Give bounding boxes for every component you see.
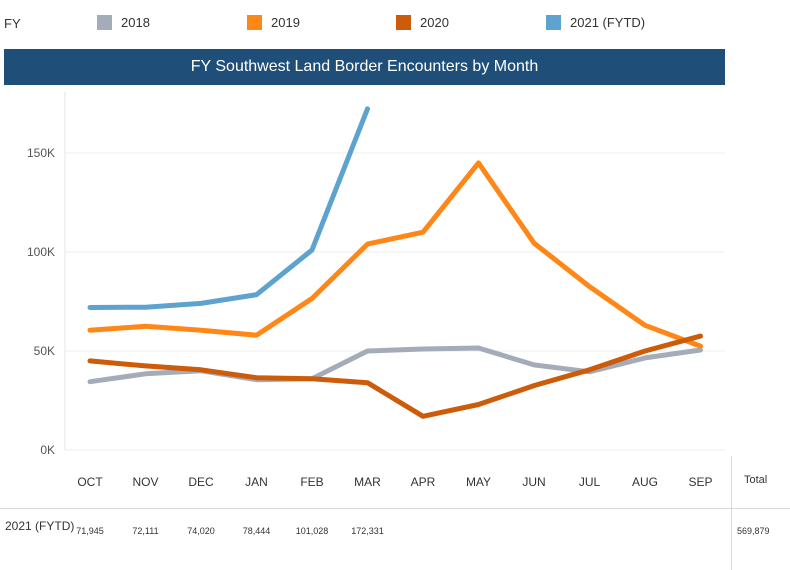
legend-title: FY — [4, 16, 21, 31]
table-vertical-divider — [731, 456, 732, 570]
legend-swatch-2020 — [396, 14, 411, 30]
x-tick-label: JAN — [245, 475, 268, 489]
table-cell: 72,111 — [132, 526, 159, 536]
y-tick-label: 50K — [34, 344, 55, 358]
x-tick-label: MAR — [354, 475, 381, 489]
legend-swatch-2019 — [247, 14, 262, 30]
table-cell: 101,028 — [295, 526, 329, 536]
series-line-2021[interactable] — [87, 106, 370, 310]
table-total-value: 569,879 — [737, 526, 770, 536]
legend-item-2019[interactable]: 2019 — [247, 13, 300, 31]
table-horizontal-divider — [0, 508, 790, 509]
y-tick-label: 0K — [40, 443, 55, 457]
x-tick-label: JUL — [579, 475, 601, 489]
chart-title: FY Southwest Land Border Encounters by M… — [4, 49, 725, 85]
x-tick-label: JUN — [522, 475, 545, 489]
table-cell: 74,020 — [187, 526, 215, 536]
legend-swatch-2018 — [97, 14, 112, 30]
series-line-2020[interactable] — [87, 333, 703, 419]
table-cell: 78,444 — [242, 526, 271, 536]
x-tick-label: DEC — [188, 475, 214, 489]
table-cell: 71,945 — [76, 526, 104, 536]
y-tick-label: 150K — [27, 146, 55, 160]
legend-label-2018: 2018 — [121, 14, 150, 30]
legend-label-2021: 2021 (FYTD) — [570, 14, 646, 30]
x-tick-label: OCT — [77, 475, 103, 489]
x-tick-label: MAY — [466, 475, 491, 489]
x-tick-label: SEP — [688, 475, 712, 489]
legend-item-2018[interactable]: 2018 — [97, 13, 150, 31]
legend-label-2020: 2020 — [420, 14, 449, 30]
x-tick-label: APR — [411, 475, 436, 489]
legend-item-2020[interactable]: 2020 — [396, 13, 449, 31]
legend-item-2021[interactable]: 2021 (FYTD) — [546, 13, 645, 31]
table-cell: 172,331 — [351, 526, 384, 536]
x-tick-label: AUG — [632, 475, 658, 489]
legend: FY 2018 2019 2020 2021 (FYTD) — [0, 8, 790, 36]
total-header: Total — [744, 474, 768, 486]
y-tick-label: 100K — [27, 245, 55, 259]
legend-swatch-2021 — [546, 14, 561, 30]
series-line-2019[interactable] — [87, 160, 703, 349]
table-row-label: 2021 (FYTD) — [5, 519, 75, 533]
x-tick-label: NOV — [132, 475, 158, 489]
legend-label-2019: 2019 — [271, 14, 300, 30]
x-tick-label: FEB — [300, 475, 323, 489]
